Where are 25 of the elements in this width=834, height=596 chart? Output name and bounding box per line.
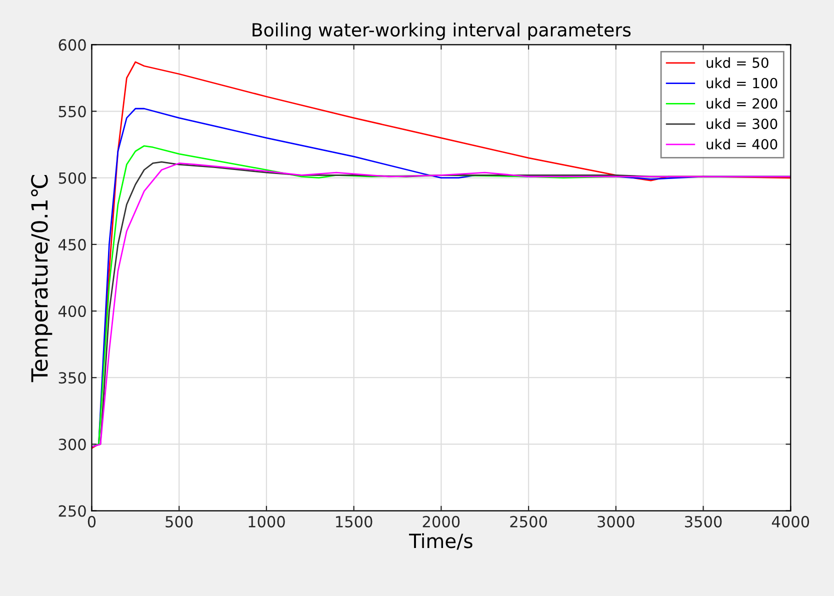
- y-tick-label: 550: [58, 106, 86, 118]
- chart-title: Boiling water-working interval parameters: [252, 22, 631, 40]
- x-tick-label: 3000: [598, 516, 634, 528]
- y-axis-title: Temperature/0.1℃: [31, 175, 52, 382]
- y-tick-label: 350: [58, 372, 86, 384]
- y-tick-label: 400: [58, 305, 86, 318]
- x-tick-label: 4000: [772, 516, 810, 528]
- x-tick-label: 0: [88, 516, 96, 528]
- x-tick-label: 1000: [248, 516, 285, 528]
- x-tick-label: 2000: [422, 516, 460, 528]
- y-tick-label: 600: [58, 39, 86, 51]
- legend-label: ukd = 50: [706, 57, 768, 68]
- x-tick-label: 1500: [336, 516, 372, 528]
- legend-label: ukd = 300: [706, 118, 778, 130]
- legend-label: ukd = 200: [706, 98, 778, 109]
- x-axis-title: Time/s: [409, 533, 472, 550]
- y-tick-label: 250: [58, 505, 86, 517]
- x-tick-label: 3500: [684, 516, 722, 528]
- y-tick-label: 300: [58, 438, 86, 450]
- legend-label: ukd = 100: [706, 78, 778, 88]
- x-tick-label: 500: [166, 516, 193, 528]
- x-tick-label: 2500: [510, 516, 547, 528]
- y-tick-label: 450: [58, 238, 86, 250]
- y-tick-label: 500: [58, 172, 86, 184]
- legend-label: ukd = 400: [706, 138, 778, 150]
